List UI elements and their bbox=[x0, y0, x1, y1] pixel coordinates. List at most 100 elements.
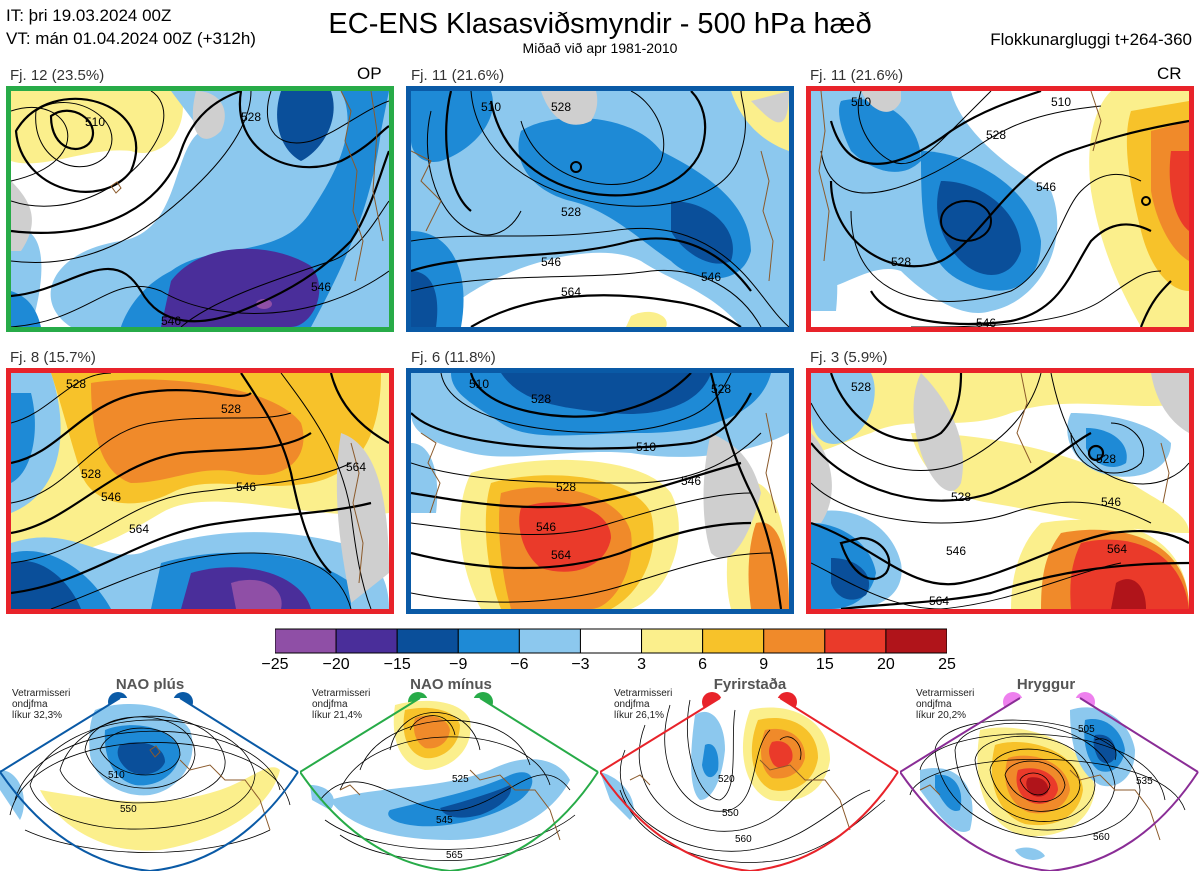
colorbar-tick-label: 9 bbox=[759, 656, 769, 673]
regime-map[interactable]: 510 550 bbox=[0, 690, 300, 871]
contour-label: 528 bbox=[1096, 452, 1116, 466]
contour-label: 546 bbox=[541, 255, 561, 269]
cluster-map-panel[interactable]: 510 528 528 546 546 564 bbox=[406, 86, 794, 332]
contour-label: 565 bbox=[446, 850, 463, 861]
colorbar-tick-label: 20 bbox=[877, 656, 895, 673]
regime-title: NAO plús bbox=[115, 676, 185, 693]
contour-label: 546 bbox=[946, 544, 966, 558]
colorbar-swatch bbox=[275, 628, 337, 654]
contour-label: 528 bbox=[556, 480, 576, 494]
contour-label: 546 bbox=[536, 520, 556, 534]
contour-label: 510 bbox=[851, 95, 871, 109]
cluster-map-panel[interactable]: 528 528 528 546 546 564 564 bbox=[806, 368, 1194, 614]
contour-label: 546 bbox=[101, 490, 121, 504]
regime-map[interactable]: 505 535 560 bbox=[900, 690, 1200, 871]
contour-label: 528 bbox=[66, 377, 86, 391]
contour-label: 528 bbox=[81, 467, 101, 481]
initial-time: IT: þri 19.03.2024 00Z bbox=[6, 6, 172, 25]
colorbar-tick-label: 25 bbox=[938, 656, 956, 673]
valid-time: VT: mán 01.04.2024 00Z (+312h) bbox=[6, 29, 256, 48]
cluster-map-panel[interactable]: 528 528 528 546 546 564 564 bbox=[6, 368, 394, 614]
contour-label: 560 bbox=[1093, 832, 1110, 843]
contour-label: 528 bbox=[561, 205, 581, 219]
colorbar-tick-label: 15 bbox=[815, 656, 834, 673]
cluster-map-panel[interactable]: 510 528 546 546 bbox=[6, 86, 394, 332]
regime-title: NAO mínus bbox=[410, 676, 492, 693]
panel-regime-code: OP bbox=[357, 64, 382, 83]
regime-map[interactable]: 520 550 560 bbox=[600, 690, 900, 871]
contour-label: 505 bbox=[1078, 724, 1095, 735]
contour-label: 564 bbox=[1107, 542, 1127, 556]
regime-note: Vetrarmisseri ondjfma líkur 21,4% bbox=[312, 688, 371, 721]
contour-label: 528 bbox=[241, 110, 261, 124]
contour-label: 564 bbox=[561, 285, 581, 299]
colorbar-swatch bbox=[518, 628, 581, 654]
regime-title: Fyrirstaða bbox=[713, 676, 787, 693]
contour-label: 546 bbox=[681, 474, 701, 488]
page-subtitle: Miðað við apr 1981-2010 bbox=[522, 40, 678, 56]
panel-regime-code: CR bbox=[1157, 64, 1182, 83]
contour-label: 525 bbox=[452, 774, 469, 785]
contour-label: 564 bbox=[929, 594, 949, 608]
panel-caption: Fj. 6 (11.8%) bbox=[411, 349, 496, 366]
contour-label: 510 bbox=[636, 440, 656, 454]
contour-label: 528 bbox=[951, 490, 971, 504]
contour-label: 546 bbox=[1036, 180, 1056, 194]
colorbar-swatch bbox=[702, 628, 765, 654]
colorbar-swatch bbox=[396, 628, 459, 654]
colorbar-tick-label: −25 bbox=[261, 656, 289, 673]
contour-label: 510 bbox=[85, 115, 105, 129]
colorbar-swatch bbox=[457, 628, 520, 654]
contour-label: 560 bbox=[735, 834, 752, 845]
contour-label: 528 bbox=[711, 382, 731, 396]
contour-label: 550 bbox=[120, 804, 137, 815]
contour-label: 510 bbox=[469, 377, 489, 391]
contour-label: 510 bbox=[1051, 95, 1071, 109]
contour-label: 545 bbox=[436, 815, 453, 826]
colorbar-tick-label: −15 bbox=[383, 656, 411, 673]
contour-label: 510 bbox=[481, 100, 501, 114]
colorbar-tick-label: 3 bbox=[637, 656, 646, 673]
colorbar-swatch bbox=[335, 628, 398, 654]
regime-note: Vetrarmisseri ondjfma líkur 32,3% bbox=[12, 688, 71, 721]
contour-label: 546 bbox=[701, 270, 721, 284]
contour-label: 510 bbox=[108, 770, 125, 781]
cluster-map-panel[interactable]: 510 528 546 528 510 546 bbox=[806, 86, 1194, 332]
classification-window: Flokkunargluggi t+264-360 bbox=[990, 30, 1192, 49]
header-times: IT: þri 19.03.2024 00Z VT: mán 01.04.202… bbox=[6, 4, 256, 50]
regime-note: Vetrarmisseri ondjfma líkur 26,1% bbox=[614, 688, 673, 721]
panel-caption: Fj. 11 (21.6%) bbox=[810, 67, 904, 84]
colorbar-tick-label: −20 bbox=[322, 656, 350, 673]
panel-caption: Fj. 3 (5.9%) bbox=[810, 349, 888, 366]
contour-label: 528 bbox=[891, 255, 911, 269]
colorbar-tick-label: −6 bbox=[510, 656, 529, 673]
contour-label: 546 bbox=[311, 280, 331, 294]
contour-label: 564 bbox=[129, 522, 149, 536]
contour-label: 546 bbox=[161, 314, 181, 327]
colorbar-swatch bbox=[579, 628, 643, 654]
contour-label: 546 bbox=[976, 316, 996, 327]
colorbar-swatch bbox=[641, 628, 704, 654]
contour-label: 520 bbox=[718, 774, 735, 785]
contour-label: 564 bbox=[346, 460, 366, 474]
colorbar-swatches bbox=[275, 628, 947, 654]
contour-label: 528 bbox=[986, 128, 1006, 142]
contour-label: 528 bbox=[551, 100, 571, 114]
contour-label: 546 bbox=[1101, 495, 1121, 509]
page-title: EC-ENS Klasasviðsmyndir - 500 hPa hæð bbox=[328, 8, 872, 40]
regime-note: Vetrarmisseri ondjfma líkur 20,2% bbox=[916, 688, 975, 721]
colorbar-tick-label: −9 bbox=[449, 656, 468, 673]
contour-label: 550 bbox=[722, 808, 739, 819]
contour-label: 528 bbox=[851, 380, 871, 394]
contour-label: 564 bbox=[551, 548, 571, 562]
contour-label: 528 bbox=[221, 402, 241, 416]
regime-map[interactable]: 525 545 565 bbox=[300, 690, 600, 871]
regime-title: Hryggur bbox=[1016, 676, 1076, 693]
contour-label: 535 bbox=[1136, 776, 1153, 787]
colorbar-swatch bbox=[763, 628, 826, 654]
panel-caption: Fj. 8 (15.7%) bbox=[10, 349, 96, 366]
contour-label: 546 bbox=[236, 480, 256, 494]
panel-caption: Fj. 11 (21.6%) bbox=[411, 67, 505, 84]
cluster-map-panel[interactable]: 510 528 510 528 546 546 564 528 bbox=[406, 368, 794, 614]
colorbar-tick-label: 6 bbox=[698, 656, 708, 673]
